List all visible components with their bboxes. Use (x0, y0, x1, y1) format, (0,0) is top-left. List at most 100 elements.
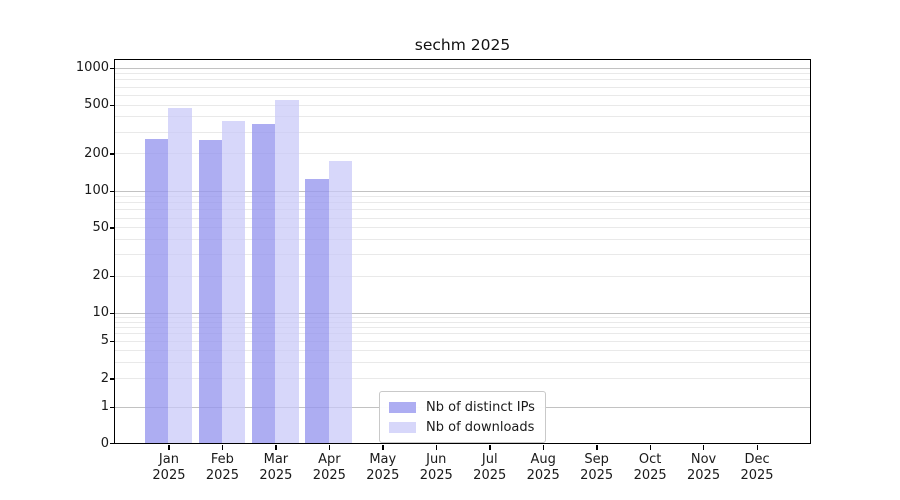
x-tick-month: Jul (481, 452, 498, 467)
bar-distinct-ips-jan (145, 139, 169, 443)
y-tick-label: 10 (92, 305, 109, 320)
gridline-minor (115, 86, 810, 88)
gridline-minor (115, 153, 810, 155)
x-tick-mark (756, 445, 758, 450)
x-tick-label: Sep 2025 (565, 452, 629, 484)
gridline-minor (115, 94, 810, 96)
y-tick-mark (110, 406, 115, 408)
x-tick-year: 2025 (580, 468, 614, 483)
x-tick-label: Jul 2025 (458, 452, 522, 484)
gridline-minor (115, 202, 810, 204)
x-tick-year: 2025 (312, 468, 346, 483)
x-tick-year: 2025 (633, 468, 667, 483)
y-tick-mark (110, 312, 115, 314)
gridline-major (115, 312, 810, 314)
y-tick-label: 200 (84, 145, 109, 161)
y-tick-label: 50 (92, 219, 109, 235)
y-tick-mark (110, 275, 115, 278)
y-tick-mark (110, 153, 115, 155)
x-tick-mark (221, 445, 224, 450)
x-tick-year: 2025 (259, 468, 293, 483)
gridline-major (115, 190, 810, 192)
gridline-minor (115, 104, 810, 106)
y-tick-label: 1000 (75, 60, 109, 75)
x-tick-mark (649, 445, 651, 450)
gridline-minor (115, 196, 810, 198)
x-tick-year: 2025 (526, 468, 560, 483)
x-tick-label: Oct 2025 (618, 452, 682, 484)
y-tick-mark (110, 227, 115, 229)
gridline-minor (115, 227, 810, 229)
x-tick-month: May (369, 452, 397, 467)
gridline-minor (115, 275, 810, 277)
gridline-minor (115, 217, 810, 219)
x-tick-label: Nov 2025 (672, 452, 736, 484)
bar-distinct-ips-mar (251, 124, 276, 443)
y-tick-label: 20 (92, 268, 109, 284)
gridline-minor (115, 327, 810, 329)
x-tick-label: Jan 2025 (137, 452, 201, 484)
y-tick-mark (110, 378, 115, 380)
x-tick-label: May 2025 (351, 452, 415, 484)
gridline-minor (115, 79, 810, 81)
plot-area (114, 58, 811, 444)
x-tick-mark (168, 445, 170, 450)
x-tick-mark (275, 445, 277, 450)
gridline-minor (115, 209, 810, 211)
gridline-minor (115, 333, 810, 335)
y-tick-label: 500 (84, 97, 109, 113)
x-tick-label: Dec 2025 (725, 452, 789, 484)
gridline-minor (115, 316, 810, 318)
legend-label-downloads: Nb of downloads (426, 419, 535, 435)
y-tick-label: 2 (100, 370, 109, 386)
gridline-minor (115, 378, 810, 380)
x-tick-label: Mar 2025 (244, 452, 308, 484)
bar-downloads-jan (168, 107, 192, 443)
y-tick-label: 5 (100, 333, 109, 349)
x-tick-month: Dec (744, 452, 770, 467)
gridline-minor (115, 361, 810, 363)
x-tick-month: Apr (318, 452, 341, 467)
x-tick-year: 2025 (740, 468, 774, 483)
legend: Nb of distinct IPs Nb of downloads (379, 391, 546, 443)
gridline-major (115, 67, 810, 69)
legend-item-distinct-ips: Nb of distinct IPs (389, 397, 535, 417)
gridline-minor (115, 321, 810, 323)
gridline-minor (115, 254, 810, 256)
chart-title: sechm 2025 (414, 36, 511, 54)
x-tick-mark (489, 445, 491, 450)
x-tick-year: 2025 (152, 468, 186, 483)
x-tick-month: Jan (158, 452, 179, 467)
y-tick-mark (110, 443, 115, 445)
x-tick-year: 2025 (473, 468, 507, 483)
gridline-minor (115, 116, 810, 118)
x-tick-mark (328, 445, 331, 450)
legend-swatch-downloads (389, 421, 416, 433)
gridline-minor (115, 131, 810, 133)
x-tick-mark (382, 445, 384, 450)
x-tick-year: 2025 (687, 468, 721, 483)
y-tick-label: 1 (100, 399, 109, 414)
y-tick-mark (110, 340, 115, 343)
bar-distinct-ips-feb (198, 140, 222, 443)
y-tick-mark (110, 104, 115, 106)
bar-downloads-feb (221, 121, 246, 443)
x-tick-mark (596, 445, 598, 450)
x-tick-year: 2025 (205, 468, 239, 483)
y-tick-label: 0 (100, 435, 109, 451)
x-tick-label: Apr 2025 (297, 452, 361, 484)
gridline-minor (115, 340, 810, 342)
x-tick-label: Aug 2025 (511, 452, 575, 484)
y-tick-mark (110, 190, 115, 192)
x-tick-month: Aug (530, 452, 556, 467)
x-tick-month: Oct (638, 452, 662, 467)
legend-label-distinct-ips: Nb of distinct IPs (426, 399, 535, 415)
x-tick-month: Feb (210, 452, 234, 467)
x-tick-year: 2025 (366, 468, 400, 483)
x-tick-label: Feb 2025 (190, 452, 254, 484)
bar-distinct-ips-apr (305, 178, 329, 443)
x-tick-mark (435, 445, 438, 450)
gridline-minor (115, 239, 810, 241)
bar-downloads-mar (275, 100, 299, 443)
